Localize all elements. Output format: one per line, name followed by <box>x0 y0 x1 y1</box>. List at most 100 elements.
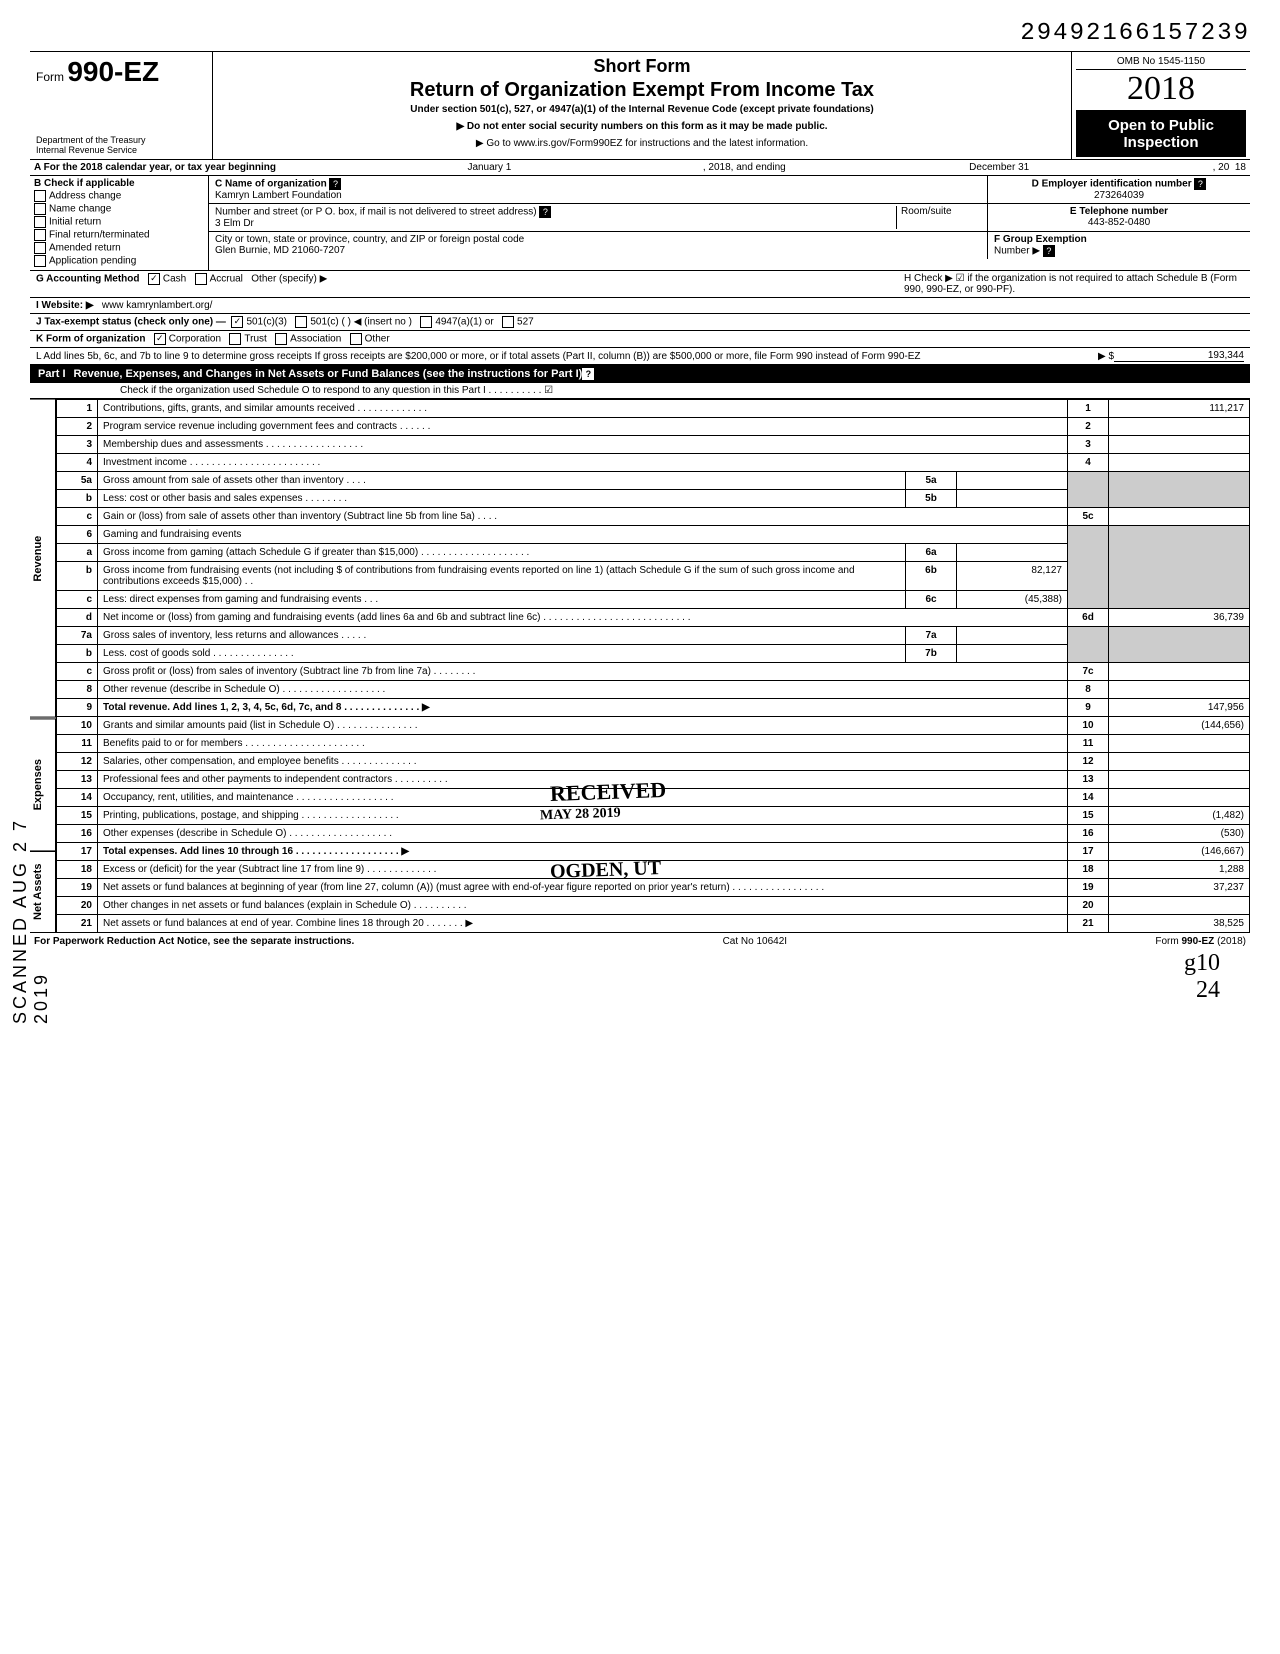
g-accrual-checkbox[interactable] <box>195 273 207 285</box>
j-4947-checkbox[interactable] <box>420 316 432 328</box>
line-2-val <box>1109 418 1250 436</box>
g-cash: Cash <box>163 274 186 285</box>
j-527-checkbox[interactable] <box>502 316 514 328</box>
k-corp-checkbox[interactable] <box>154 333 166 345</box>
k-assoc-checkbox[interactable] <box>275 333 287 345</box>
line-7a-desc: Gross sales of inventory, less returns a… <box>98 627 906 645</box>
line-5c-desc: Gain or (loss) from sale of assets other… <box>98 508 1068 526</box>
help-icon[interactable]: ? <box>329 178 341 190</box>
line-4-desc: Investment income . . . . . . . . . . . … <box>98 454 1068 472</box>
line-8-desc: Other revenue (describe in Schedule O) .… <box>98 681 1068 699</box>
line-7a-sn: 7a <box>906 627 957 645</box>
line-5a-sv <box>957 472 1068 490</box>
line-14-desc: Occupancy, rent, utilities, and maintena… <box>98 789 1068 807</box>
department-label: Department of the Treasury Internal Reve… <box>36 135 206 155</box>
j-opt-0: 501(c)(3) <box>246 317 287 328</box>
part1-title: Revenue, Expenses, and Changes in Net As… <box>74 368 583 380</box>
line-1-val: 111,217 <box>1109 400 1250 418</box>
line-14-val <box>1109 789 1250 807</box>
f-label: F Group Exemption <box>994 234 1087 245</box>
line-12-desc: Salaries, other compensation, and employ… <box>98 753 1068 771</box>
d-label: D Employer identification number <box>1032 179 1192 190</box>
part1-header: Part I Revenue, Expenses, and Changes in… <box>30 365 1250 383</box>
row-a-yy: 18 <box>1235 162 1246 173</box>
website: www kamrynlambert.org/ <box>102 300 213 311</box>
k-trust-checkbox[interactable] <box>229 333 241 345</box>
i-label: I Website: ▶ <box>36 300 94 311</box>
j-opt-1: 501(c) ( ) ◀ (insert no ) <box>310 317 412 328</box>
b-amend-checkbox[interactable] <box>34 242 46 254</box>
help-icon[interactable]: ? <box>582 368 594 380</box>
help-icon[interactable]: ? <box>539 206 551 218</box>
line-5a-desc: Gross amount from sale of assets other t… <box>98 472 906 490</box>
g-label: G Accounting Method <box>36 274 140 285</box>
g-cash-checkbox[interactable] <box>148 273 160 285</box>
form-prefix: Form <box>36 70 64 84</box>
line-17-val: (146,667) <box>1109 843 1250 861</box>
line-16-desc: Other expenses (describe in Schedule O) … <box>98 825 1068 843</box>
line-6a-desc: Gross income from gaming (attach Schedul… <box>98 544 906 562</box>
line-11-desc: Benefits paid to or for members . . . . … <box>98 735 1068 753</box>
phone: 443-852-0480 <box>994 217 1244 228</box>
b-opt-1: Name change <box>49 204 111 215</box>
side-netassets: Net Assets <box>30 851 56 933</box>
b-app-checkbox[interactable] <box>34 255 46 267</box>
row-a-begin: January 1 <box>276 162 703 173</box>
line-15-desc: Printing, publications, postage, and shi… <box>98 807 1068 825</box>
line-7b-sn: 7b <box>906 645 957 663</box>
j-501c-checkbox[interactable] <box>295 316 307 328</box>
line-6a-sv <box>957 544 1068 562</box>
line-6d-desc: Net income or (loss) from gaming and fun… <box>98 609 1068 627</box>
short-form-title: Short Form <box>221 56 1063 77</box>
line-17-desc: Total expenses. Add lines 10 through 16 … <box>98 843 1068 861</box>
footer-left: For Paperwork Reduction Act Notice, see … <box>34 936 354 947</box>
line-6d-val: 36,739 <box>1109 609 1250 627</box>
row-a-mid: , 2018, and ending <box>703 162 786 173</box>
k-other-checkbox[interactable] <box>350 333 362 345</box>
line-16-val: (530) <box>1109 825 1250 843</box>
street: 3 Elm Dr <box>215 218 254 229</box>
subtitle: Under section 501(c), 527, or 4947(a)(1)… <box>221 104 1063 115</box>
line-4-val <box>1109 454 1250 472</box>
part1-check-line: Check if the organization used Schedule … <box>30 383 1250 399</box>
line-9-val: 147,956 <box>1109 699 1250 717</box>
line-21-val: 38,525 <box>1109 915 1250 933</box>
b-name-checkbox[interactable] <box>34 203 46 215</box>
line-3-desc: Membership dues and assessments . . . . … <box>98 436 1068 454</box>
line-1-desc: Contributions, gifts, grants, and simila… <box>98 400 1068 418</box>
part1-label: Part I <box>38 368 74 380</box>
line-6c-sn: 6c <box>906 591 957 609</box>
line-11-val <box>1109 735 1250 753</box>
lines-table: 1Contributions, gifts, grants, and simil… <box>56 399 1250 933</box>
side-expenses: Expenses <box>30 718 56 851</box>
b-addr-checkbox[interactable] <box>34 190 46 202</box>
main-title: Return of Organization Exempt From Incom… <box>221 79 1063 102</box>
footer-right: Form 990-EZ (2018) <box>1155 936 1246 947</box>
row-a-label: A For the 2018 calendar year, or tax yea… <box>34 162 276 173</box>
help-icon[interactable]: ? <box>1194 178 1206 190</box>
section-b: B Check if applicable Address change Nam… <box>30 176 209 270</box>
j-501c3-checkbox[interactable] <box>231 316 243 328</box>
ein: 273264039 <box>994 190 1244 201</box>
b-opt-4: Amended return <box>49 243 121 254</box>
line-18-desc: Excess or (deficit) for the year (Subtra… <box>98 861 1068 879</box>
line-5b-sn: 5b <box>906 490 957 508</box>
instruction-1: ▶ Do not enter social security numbers o… <box>221 121 1063 132</box>
b-init-checkbox[interactable] <box>34 216 46 228</box>
line-20-desc: Other changes in net assets or fund bala… <box>98 897 1068 915</box>
k-opt-0: Corporation <box>169 334 221 345</box>
line-7b-desc: Less. cost of goods sold . . . . . . . .… <box>98 645 906 663</box>
street-label: Number and street (or P O. box, if mail … <box>215 207 537 218</box>
line-5b-sv <box>957 490 1068 508</box>
row-a-20: , 20 <box>1213 162 1230 173</box>
city-label: City or town, state or province, country… <box>215 234 524 245</box>
line-2-desc: Program service revenue including govern… <box>98 418 1068 436</box>
line-6a-sn: 6a <box>906 544 957 562</box>
g-other: Other (specify) ▶ <box>251 274 327 285</box>
help-icon[interactable]: ? <box>1043 245 1055 257</box>
j-opt-3: 527 <box>517 317 534 328</box>
row-a-end: December 31 <box>786 162 1213 173</box>
city: Glen Burnie, MD 21060-7207 <box>215 245 345 256</box>
b-final-checkbox[interactable] <box>34 229 46 241</box>
line-13-desc: Professional fees and other payments to … <box>98 771 1068 789</box>
